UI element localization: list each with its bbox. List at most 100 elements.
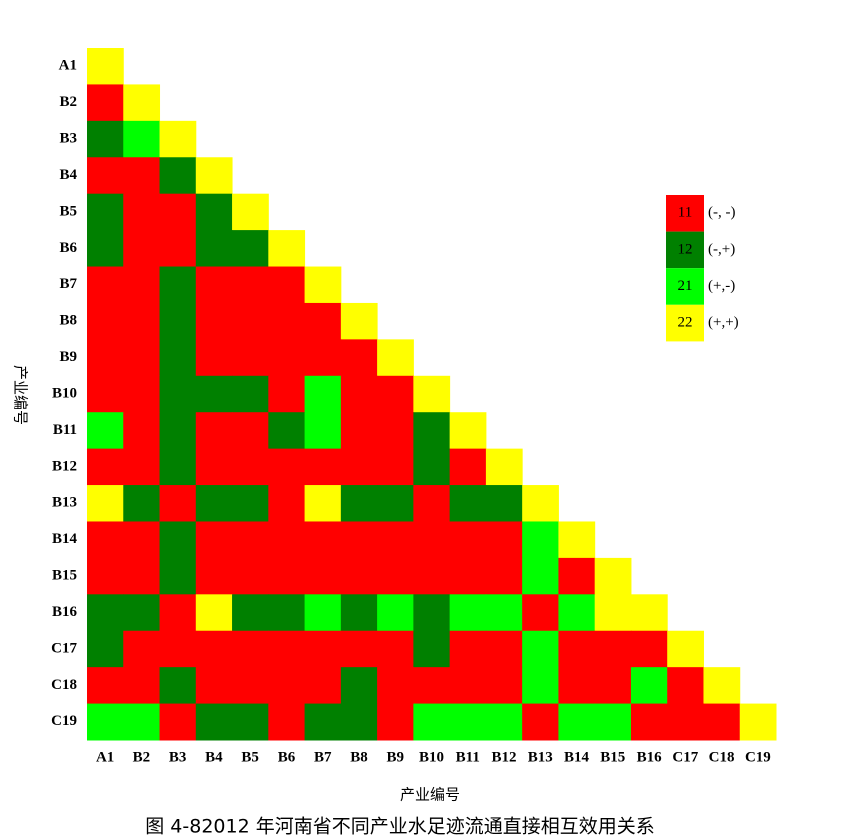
- cell: [449, 557, 487, 595]
- cell: [449, 594, 487, 632]
- y-tick-label: B4: [59, 167, 77, 183]
- cell: [630, 594, 668, 632]
- cell: [485, 521, 523, 559]
- cell: [159, 339, 197, 377]
- legend-label: (-, -): [708, 205, 735, 221]
- cell: [87, 667, 124, 705]
- y-tick-label: B8: [59, 313, 77, 329]
- cell: [268, 557, 306, 595]
- cell: [159, 375, 197, 413]
- cell: [159, 667, 197, 705]
- cell: [87, 557, 124, 595]
- cell: [449, 521, 487, 559]
- cell: [630, 667, 668, 705]
- cell: [159, 157, 197, 195]
- cell: [87, 84, 124, 122]
- cell: [594, 630, 632, 668]
- y-tick-label: B12: [52, 458, 77, 474]
- cell: [87, 339, 124, 377]
- legend-swatch: [666, 268, 704, 305]
- cell: [123, 412, 161, 450]
- cell: [449, 412, 487, 450]
- x-tick-label: B12: [492, 749, 517, 765]
- cell: [232, 594, 269, 632]
- caption: 图 4-82012 年河南省不同产业水足迹流通直接相互效用关系: [145, 816, 654, 838]
- cell: [340, 667, 378, 705]
- cell: [413, 485, 451, 522]
- y-tick-label: C19: [51, 713, 77, 729]
- cell: [195, 412, 233, 450]
- cell: [485, 448, 523, 486]
- cell: [123, 667, 161, 705]
- cell: [159, 120, 197, 158]
- cell: [304, 448, 342, 486]
- cell: [594, 703, 632, 741]
- y-tick-label: B16: [52, 604, 78, 620]
- x-tick-label: B16: [637, 749, 663, 765]
- y-tick-label: B2: [59, 94, 77, 110]
- cell: [558, 557, 596, 595]
- legend-label: (+,+): [708, 315, 739, 331]
- cell: [159, 448, 197, 486]
- y-tick-label: B13: [52, 495, 77, 511]
- cell: [449, 630, 487, 668]
- cell: [123, 230, 161, 268]
- cell: [87, 375, 124, 413]
- cell: [87, 412, 124, 450]
- legend-swatch: [666, 195, 704, 232]
- cell: [87, 448, 124, 486]
- y-tick-label: B7: [59, 276, 77, 292]
- cell: [159, 557, 197, 595]
- cell: [123, 485, 161, 522]
- y-tick-label: C17: [51, 640, 77, 656]
- cell: [159, 485, 197, 522]
- cell: [413, 557, 451, 595]
- cell: [159, 703, 197, 741]
- cell: [485, 703, 523, 741]
- cell: [195, 521, 233, 559]
- cell: [340, 302, 378, 340]
- x-tick-label: B8: [350, 749, 368, 765]
- cell: [195, 594, 233, 632]
- cell: [123, 157, 161, 195]
- x-tick-label: B6: [278, 749, 296, 765]
- cell: [123, 594, 161, 632]
- cell: [522, 557, 559, 595]
- cell: [340, 703, 378, 741]
- cell: [159, 266, 197, 304]
- cell: [377, 521, 414, 559]
- cell: [159, 412, 197, 450]
- cell: [232, 339, 269, 377]
- cell: [667, 703, 704, 741]
- cell: [268, 375, 306, 413]
- cell: [594, 594, 632, 632]
- cell: [195, 339, 233, 377]
- cell: [268, 302, 306, 340]
- cell: [304, 630, 342, 668]
- cell: [304, 375, 342, 413]
- x-tick-label: B3: [169, 749, 187, 765]
- x-tick-label: C17: [672, 749, 698, 765]
- y-tick-label: B15: [52, 568, 77, 584]
- cell: [232, 557, 269, 595]
- y-tick-label: B9: [59, 349, 77, 365]
- cell: [232, 703, 269, 741]
- cell: [340, 485, 378, 522]
- cell: [522, 703, 559, 741]
- x-tick-label: B7: [314, 749, 332, 765]
- cell: [159, 302, 197, 340]
- cell: [522, 485, 559, 522]
- cell: [377, 703, 414, 741]
- cell: [195, 448, 233, 486]
- cell: [232, 630, 269, 668]
- cell: [87, 521, 124, 559]
- x-tick-label: B9: [386, 749, 404, 765]
- cell: [123, 302, 161, 340]
- cell: [232, 302, 269, 340]
- cell: [123, 266, 161, 304]
- cell: [123, 120, 161, 158]
- cell: [87, 193, 124, 231]
- cell: [195, 302, 233, 340]
- cell: [558, 521, 596, 559]
